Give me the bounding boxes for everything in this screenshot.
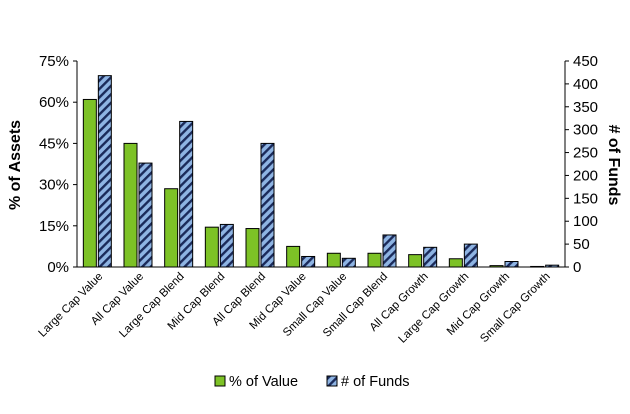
bar-number-of-funds	[382, 234, 397, 268]
right-tick-label: 450	[573, 53, 598, 70]
bar-percent-of-value	[123, 142, 138, 268]
bar-number-of-funds	[97, 75, 112, 268]
category-label: Large Cap Growth	[397, 271, 472, 346]
bar-percent-of-value	[245, 228, 260, 268]
bar-number-of-funds	[545, 264, 560, 268]
bar-number-of-funds	[179, 120, 194, 268]
legend: % of Value # of Funds	[214, 374, 410, 390]
bar-percent-of-value	[530, 265, 545, 268]
right-tick-label: 200	[573, 167, 598, 184]
legend-label-value: % of Value	[229, 374, 298, 390]
right-tick-label: 100	[573, 213, 598, 230]
bar-percent-of-value	[82, 98, 97, 268]
right-tick-label: 400	[573, 76, 598, 93]
left-tick-label: 30%	[39, 177, 69, 194]
left-tick-label: 15%	[39, 218, 69, 235]
right-tick-label: 0	[573, 259, 581, 276]
right-tick-label: 150	[573, 190, 598, 207]
legend-swatch-funds	[326, 375, 338, 387]
bar-percent-of-value	[489, 265, 504, 268]
bar-number-of-funds	[301, 255, 316, 268]
bar-number-of-funds	[341, 257, 356, 268]
bar-number-of-funds	[260, 142, 275, 268]
bar-number-of-funds	[219, 223, 234, 268]
legend-label-funds: # of Funds	[341, 374, 410, 390]
right-tick-label: 50	[573, 236, 590, 253]
category-label: Large Cap Value	[37, 271, 106, 340]
bar-number-of-funds	[463, 243, 478, 268]
right-tick-label: 250	[573, 145, 598, 162]
right-tick-label: 300	[573, 122, 598, 139]
bar-percent-of-value	[408, 254, 423, 268]
category-label: Small Cap Growth	[478, 271, 552, 345]
bar-percent-of-value	[326, 252, 341, 268]
left-tick-label: 60%	[39, 94, 69, 111]
left-tick-label: 75%	[39, 53, 69, 70]
plot-area	[76, 61, 566, 268]
bar-percent-of-value	[204, 226, 219, 268]
right-axis-ticks: 0 50 100 150 200 250 300 350 400 450	[565, 53, 598, 276]
left-tick-label: 0%	[47, 259, 69, 276]
bar-percent-of-value	[286, 245, 301, 268]
bar-number-of-funds	[423, 246, 438, 268]
bar-percent-of-value	[164, 188, 179, 268]
right-tick-label: 350	[573, 99, 598, 116]
left-tick-label: 45%	[39, 135, 69, 152]
bar-percent-of-value	[367, 252, 382, 268]
bar-percent-of-value	[448, 258, 463, 268]
right-axis-title: # of Funds	[605, 125, 622, 206]
bar-number-of-funds	[504, 261, 519, 268]
left-axis-ticks: 0% 15% 30% 45% 60% 75%	[39, 53, 77, 276]
legend-swatch-value	[214, 375, 226, 387]
left-axis-title: % of Assets	[7, 120, 24, 210]
bar-number-of-funds	[138, 162, 153, 268]
